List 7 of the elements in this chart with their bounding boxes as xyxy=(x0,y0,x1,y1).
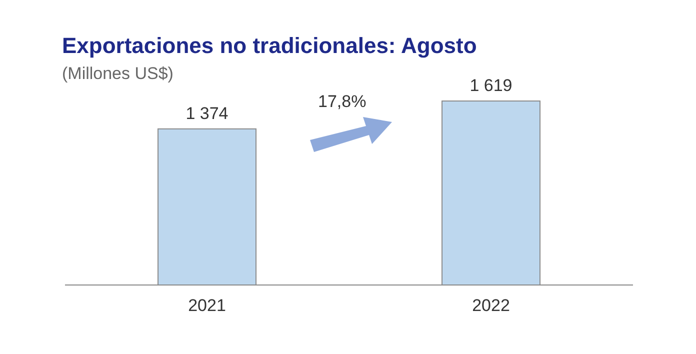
annotation: 17,8% xyxy=(318,92,366,112)
x-tick-label: 2022 xyxy=(472,296,510,316)
data-label: 1 374 xyxy=(186,104,228,123)
chart-title: Exportaciones no tradicionales: Agosto xyxy=(62,33,477,59)
x-tick-label: 2021 xyxy=(188,296,226,316)
chart-subtitle: (Millones US$) xyxy=(62,64,174,84)
data-label: 1 619 xyxy=(470,76,512,95)
